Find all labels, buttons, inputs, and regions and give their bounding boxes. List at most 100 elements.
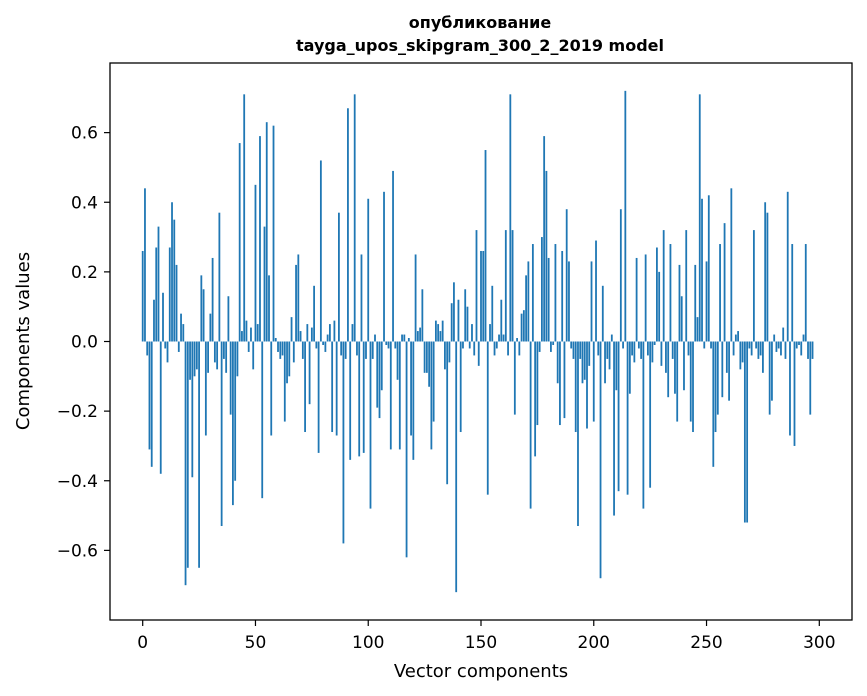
bar (410, 341, 412, 436)
bar (529, 341, 532, 509)
bar (786, 191, 789, 342)
bar (184, 341, 187, 586)
bar (412, 341, 415, 460)
bar (265, 122, 268, 342)
bar (527, 261, 530, 342)
bar (486, 341, 489, 495)
bar (396, 341, 399, 380)
bar (227, 296, 230, 342)
bar (315, 341, 318, 349)
bar (250, 327, 252, 342)
bar (500, 299, 503, 342)
bar (247, 341, 250, 352)
bar (153, 299, 155, 342)
x-tick-label: 200 (578, 633, 610, 653)
bar (545, 170, 548, 342)
bar (326, 334, 329, 342)
bar (193, 341, 196, 377)
bar (439, 331, 442, 342)
bar (719, 244, 721, 342)
bar (405, 341, 408, 558)
bar (279, 341, 282, 359)
bar (685, 230, 688, 342)
bar (809, 341, 812, 415)
bar (540, 237, 543, 342)
bar (628, 341, 631, 394)
bar (274, 338, 277, 342)
bar (737, 331, 739, 342)
bar (653, 341, 656, 345)
bar (162, 292, 164, 342)
chart-title-line-2: tayga_upos_skipgram_300_2_2019 model (296, 36, 664, 55)
bar (464, 289, 467, 342)
bar (157, 226, 160, 342)
bar (277, 341, 279, 352)
bar (741, 341, 744, 363)
bar (622, 341, 624, 349)
bar (252, 341, 255, 370)
bar (356, 341, 358, 356)
bar (698, 94, 701, 342)
bar (367, 198, 370, 342)
bar (613, 341, 615, 516)
bar (475, 230, 478, 342)
bar (588, 341, 591, 366)
y-tick-label: 0.4 (71, 193, 98, 213)
bar (646, 341, 649, 356)
bar (680, 296, 683, 342)
bar (782, 327, 785, 342)
bar (707, 195, 710, 342)
bar (380, 341, 383, 391)
bar (721, 341, 724, 398)
bar (667, 341, 670, 398)
bar (626, 341, 629, 495)
bar (592, 341, 595, 422)
bar (739, 341, 742, 370)
bar (516, 338, 518, 342)
bar (383, 191, 385, 342)
x-tick-label: 0 (137, 633, 148, 653)
bar (428, 341, 431, 387)
bar (344, 341, 347, 359)
bar (378, 341, 381, 419)
bar (340, 341, 343, 356)
bar (195, 341, 198, 370)
bar (365, 341, 367, 359)
bar (209, 313, 212, 342)
bar (595, 240, 597, 342)
bar (448, 341, 451, 363)
bar (144, 188, 146, 342)
bar (259, 136, 261, 342)
bar (807, 341, 809, 359)
bar (552, 341, 555, 345)
bar (768, 341, 771, 415)
x-tick-label: 100 (352, 633, 384, 653)
bar (798, 341, 800, 345)
bar (263, 226, 266, 342)
bar (665, 341, 667, 373)
bar (191, 341, 194, 478)
bar (547, 257, 550, 342)
bar (489, 324, 491, 342)
bar (232, 341, 234, 506)
bar (173, 219, 176, 342)
bar (504, 230, 507, 342)
bar (306, 324, 309, 342)
bar (322, 341, 325, 345)
bar (757, 341, 760, 359)
bar (317, 341, 320, 453)
bar (746, 341, 749, 523)
chart-title-line-1: опубликование (409, 13, 552, 32)
bar (660, 341, 663, 366)
y-tick-label: 0.2 (71, 263, 98, 283)
bar (752, 230, 755, 342)
bar (457, 299, 460, 342)
bar (261, 341, 264, 499)
bar (353, 94, 356, 342)
bar (574, 341, 577, 433)
bar (403, 334, 406, 342)
bar (689, 341, 692, 422)
bar (789, 341, 791, 436)
bar (538, 341, 541, 352)
